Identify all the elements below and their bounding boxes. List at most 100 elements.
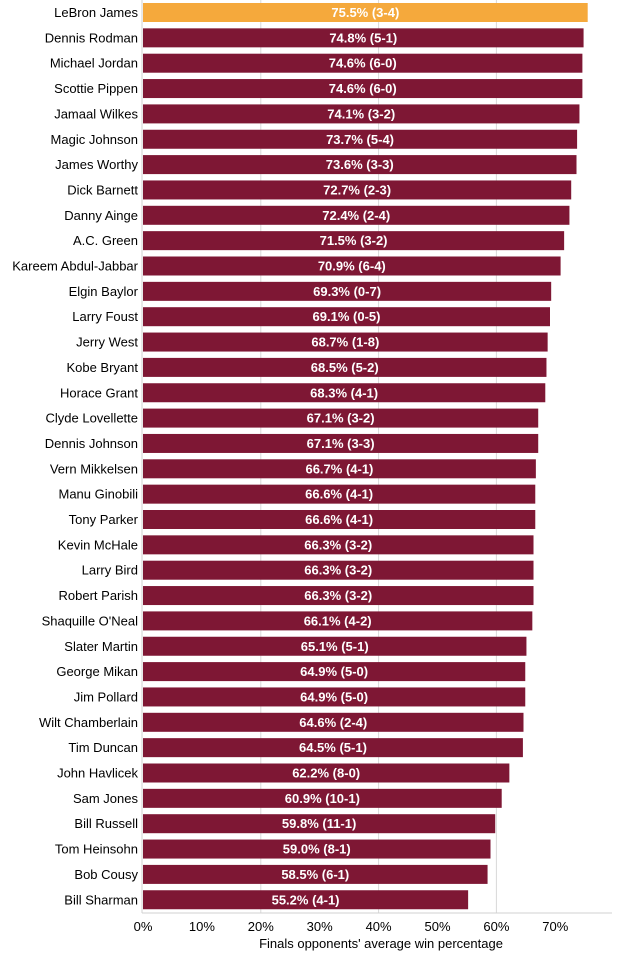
category-label: Jamaal Wilkes: [54, 106, 138, 121]
category-label: Sam Jones: [73, 791, 139, 806]
category-label: Magic Johnson: [51, 132, 138, 147]
category-label: George Mikan: [56, 664, 138, 679]
bar-value-label: 64.9% (5-0): [300, 689, 368, 704]
bar-value-label: 62.2% (8-0): [292, 766, 360, 781]
bar: [143, 281, 552, 301]
x-tick-label: 70%: [542, 919, 568, 934]
x-tick-label: 30%: [307, 919, 333, 934]
bar-value-label: 73.6% (3-3): [326, 157, 394, 172]
bar-value-label: 74.6% (6-0): [329, 56, 397, 71]
bar-value-label: 59.8% (11-1): [282, 816, 356, 831]
x-tick-label: 20%: [248, 919, 274, 934]
category-label: Scottie Pippen: [54, 81, 138, 96]
bar-value-label: 60.9% (10-1): [285, 791, 360, 806]
x-tick-label: 0%: [134, 919, 153, 934]
bar: [143, 28, 584, 48]
bar: [143, 104, 580, 124]
bar-value-label: 66.3% (3-2): [304, 563, 372, 578]
bar: [143, 687, 526, 707]
bar-value-label: 73.7% (5-4): [326, 132, 394, 147]
bar: [143, 383, 546, 403]
category-label: Clyde Lovellette: [46, 411, 139, 426]
category-label: Horace Grant: [60, 385, 138, 400]
bar-value-label: 70.9% (6-4): [318, 259, 386, 274]
category-label: Dennis Johnson: [45, 436, 138, 451]
bar: [143, 586, 534, 606]
bar-value-label: 72.7% (2-3): [323, 182, 391, 197]
category-label: Larry Foust: [72, 309, 138, 324]
category-label: Bill Sharman: [64, 892, 138, 907]
category-label: Tim Duncan: [68, 740, 138, 755]
bar: [143, 205, 570, 225]
bars: 75.5% (3-4) 74.8% (5-1) 74.6% (6-0) 74.6% (…: [143, 3, 588, 910]
bar: [143, 712, 524, 732]
category-label: LeBron James: [54, 5, 138, 20]
category-label: Vern Mikkelsen: [50, 461, 138, 476]
category-label: A.C. Green: [73, 233, 138, 248]
gridlines: [260, 0, 497, 913]
category-label: Danny Ainge: [64, 208, 138, 223]
bar: [143, 890, 469, 910]
bar-value-label: 55.2% (4-1): [272, 892, 340, 907]
category-label: Michael Jordan: [50, 56, 138, 71]
category-label: Larry Bird: [82, 563, 138, 578]
bar-value-label: 66.7% (4-1): [305, 461, 373, 476]
category-label: Wilt Chamberlain: [39, 715, 138, 730]
bar: [143, 535, 534, 555]
x-tick-label: 50%: [424, 919, 450, 934]
category-label: Elgin Baylor: [69, 284, 139, 299]
category-label: Bill Russell: [74, 816, 138, 831]
category-label: Dick Barnett: [67, 182, 138, 197]
bar: [143, 560, 534, 580]
bar: [143, 788, 502, 808]
bar-value-label: 64.9% (5-0): [300, 664, 368, 679]
bar-value-label: 75.5% (3-4): [331, 5, 399, 20]
bar: [143, 510, 536, 529]
bar: [143, 129, 578, 149]
bar-value-label: 68.5% (5-2): [311, 360, 379, 375]
bar: [143, 433, 539, 453]
bar: [143, 738, 523, 758]
x-axis-label: Finals opponents' average win percentage: [259, 936, 503, 951]
bar-value-label: 67.1% (3-3): [307, 436, 375, 451]
x-tick-label: 40%: [366, 919, 392, 934]
bar: [143, 864, 488, 884]
bar: [143, 307, 550, 327]
bar-value-label: 66.6% (4-1): [305, 512, 373, 527]
bar-value-label: 69.1% (0-5): [313, 309, 381, 324]
bar-value-label: 65.1% (5-1): [301, 639, 369, 654]
bar: [143, 53, 583, 73]
category-label: Jerry West: [76, 335, 138, 350]
bar-value-label: 67.1% (3-2): [307, 411, 375, 426]
category-label: Shaquille O'Neal: [42, 613, 139, 628]
bar: [143, 180, 572, 200]
bar: [143, 459, 536, 479]
bar: [143, 662, 526, 682]
category-label: Dennis Rodman: [45, 30, 138, 45]
bar-value-label: 64.5% (5-1): [299, 740, 367, 755]
category-label: Robert Parish: [59, 588, 138, 603]
bar-value-label: 66.1% (4-2): [304, 613, 372, 628]
category-label: Jim Pollard: [74, 689, 138, 704]
bar-value-label: 68.3% (4-1): [310, 385, 378, 400]
bar: [143, 332, 548, 352]
bar-value-label: 66.6% (4-1): [305, 487, 373, 502]
bar-value-label: 59.0% (8-1): [283, 842, 351, 857]
category-label: Kareem Abdul-Jabbar: [12, 259, 138, 274]
bar: [143, 357, 547, 377]
bar: [143, 763, 510, 783]
bar-value-label: 68.7% (1-8): [311, 335, 379, 350]
x-tick-label: 60%: [483, 919, 509, 934]
bar: [143, 155, 577, 175]
bar: [143, 611, 533, 631]
bar: [143, 636, 527, 656]
category-label: James Worthy: [55, 157, 138, 172]
bar: [143, 256, 561, 276]
bar-value-label: 64.6% (2-4): [299, 715, 367, 730]
bar-value-label: 74.6% (6-0): [329, 81, 397, 96]
category-label: Tony Parker: [69, 512, 139, 527]
x-axis: 0% 10% 20% 30% 40% 50% 60% 70%: [134, 0, 612, 934]
bar-value-label: 74.1% (3-2): [327, 106, 395, 121]
bar-value-label: 66.3% (3-2): [304, 537, 372, 552]
